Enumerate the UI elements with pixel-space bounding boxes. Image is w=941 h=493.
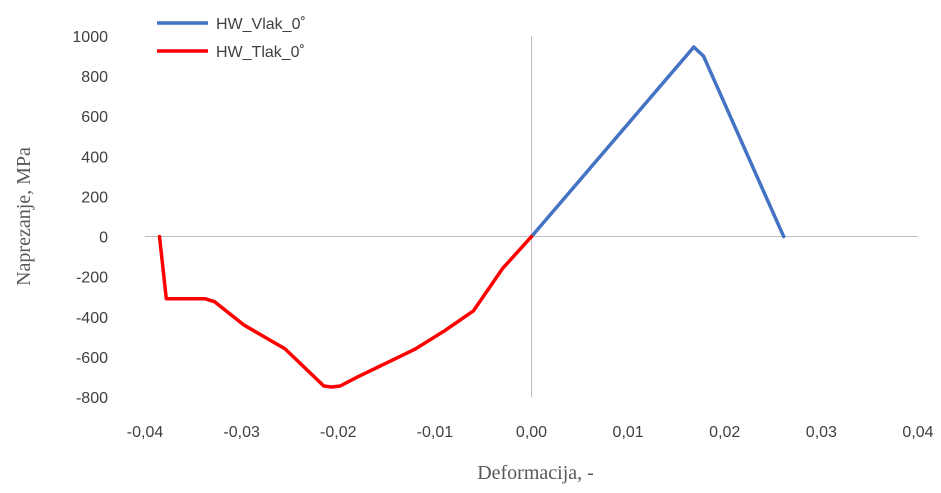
series-line-2: [157, 234, 534, 389]
legend-label: HW_Vlak_0˚: [216, 16, 306, 33]
y-tick-label: -400: [76, 310, 108, 327]
x-tick-label: 0,03: [806, 424, 837, 441]
y-tick-label: 0: [99, 230, 108, 247]
y-tick-label: 800: [81, 69, 108, 86]
y-tick-label: -600: [76, 350, 108, 367]
x-tick-label: 0,02: [709, 424, 740, 441]
axes: [145, 36, 918, 397]
series-layer: [157, 45, 786, 389]
x-tick-label: 0,04: [902, 424, 933, 441]
legend-label: HW_Tlak_0˚: [216, 44, 305, 61]
y-tick-labels: 1000 800 600 400 200 0 -200 -400 -600 -800: [72, 29, 108, 407]
x-tick-label: 0,00: [516, 424, 547, 441]
x-axis-title: Deformacija, -: [477, 462, 594, 484]
x-tick-label: -0,03: [223, 424, 260, 441]
series-line-1: [529, 45, 786, 239]
y-tick-label: 600: [81, 109, 108, 126]
x-tick-label: -0,01: [417, 424, 454, 441]
x-tick-label: -0,04: [127, 424, 164, 441]
x-tick-label: -0,02: [320, 424, 357, 441]
x-tick-labels: -0,04 -0,03 -0,02 -0,01 0,00 0,01 0,02 0,03 0,04: [127, 424, 934, 441]
y-axis-title: Naprezanje, MPa: [13, 147, 35, 286]
y-tick-label: -200: [76, 270, 108, 287]
y-tick-label: 1000: [72, 29, 108, 46]
legend: HW_Vlak_0˚ HW_Tlak_0˚: [157, 16, 306, 61]
y-tick-label: 400: [81, 149, 108, 166]
y-tick-label: 200: [81, 189, 108, 206]
y-tick-label: -800: [76, 390, 108, 407]
x-tick-label: 0,01: [613, 424, 644, 441]
